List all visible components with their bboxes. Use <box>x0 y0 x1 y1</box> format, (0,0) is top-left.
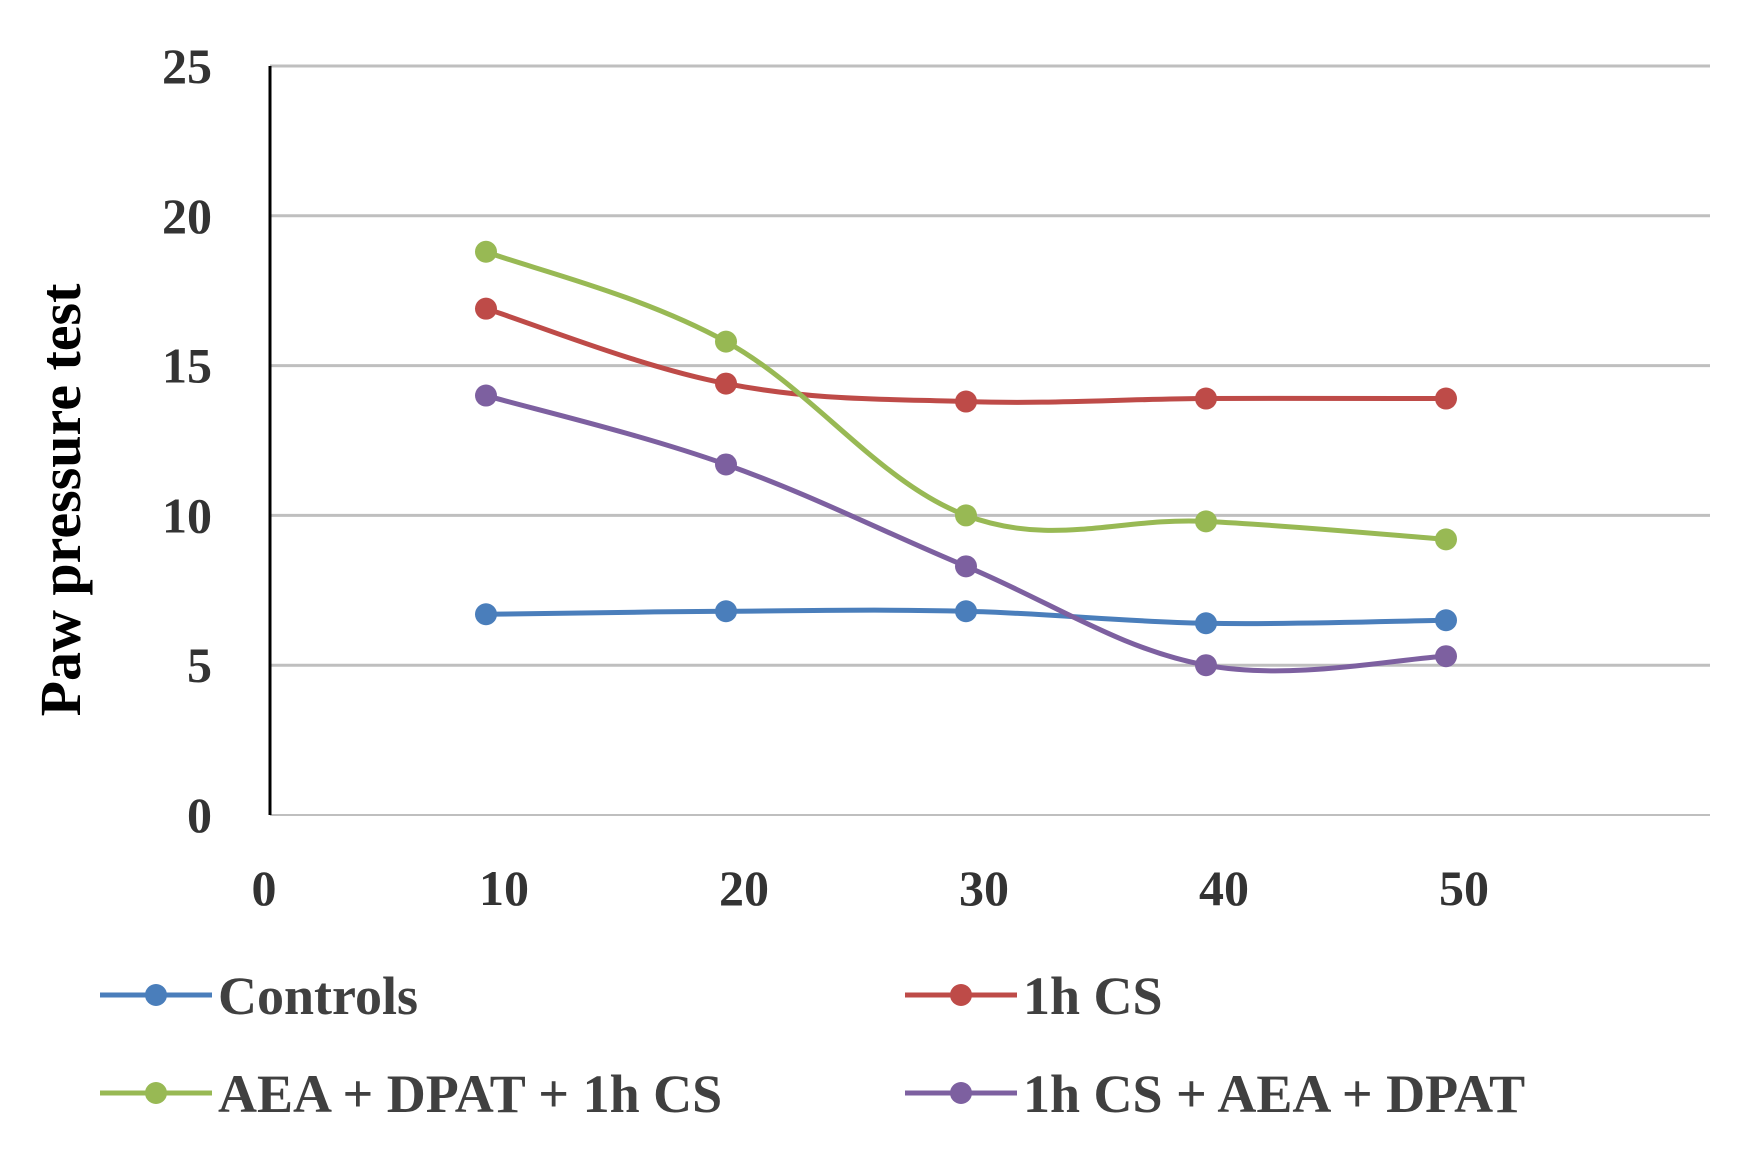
data-point <box>715 330 737 353</box>
legend-label: 1h CS <box>1023 966 1163 1026</box>
legend-marker <box>950 1082 972 1104</box>
legend: Controls 1h CS AEA + DPAT + 1h CS 1h CS + A… <box>100 966 1525 1124</box>
legend-label: Controls <box>218 966 418 1026</box>
gridlines <box>270 64 1710 816</box>
data-point <box>955 600 977 623</box>
data-point <box>1435 528 1457 551</box>
legend-marker <box>950 984 972 1006</box>
legend-label: AEA + DPAT + 1h CS <box>218 1064 722 1124</box>
series-group <box>475 240 1457 677</box>
y-tick-label: 0 <box>187 787 212 843</box>
series-0 <box>475 600 1457 635</box>
data-point <box>475 603 497 626</box>
data-point <box>1435 387 1457 410</box>
legend-entry: Controls <box>100 966 418 1026</box>
data-point <box>1195 612 1217 635</box>
legend-entry: AEA + DPAT + 1h CS <box>100 1064 722 1124</box>
series-1 <box>475 297 1457 413</box>
y-tick-labels: 0 5 10 15 20 25 <box>162 38 212 843</box>
series-line <box>485 393 1447 674</box>
y-tick-label: 15 <box>162 338 212 394</box>
x-tick-label: 30 <box>959 860 1009 916</box>
y-tick-label: 25 <box>162 38 212 94</box>
x-tick-label: 50 <box>1439 860 1489 916</box>
series-2 <box>475 240 1457 551</box>
data-point <box>1195 654 1217 677</box>
data-point <box>475 384 497 407</box>
x-tick-labels: 0 10 20 30 40 50 <box>252 860 1490 916</box>
y-axis-label: Paw pressure test <box>28 283 93 716</box>
data-point <box>715 453 737 476</box>
data-point <box>475 297 497 320</box>
y-tick-label: 5 <box>187 637 212 693</box>
legend-entry: 1h CS + AEA + DPAT <box>905 1064 1525 1124</box>
legend-marker <box>145 984 167 1006</box>
x-tick-label: 20 <box>719 860 769 916</box>
x-tick-label: 10 <box>479 860 529 916</box>
legend-marker <box>145 1082 167 1104</box>
legend-label: 1h CS + AEA + DPAT <box>1023 1064 1525 1124</box>
legend-entry: 1h CS <box>905 966 1163 1026</box>
data-point <box>715 600 737 623</box>
y-tick-label: 20 <box>162 188 212 244</box>
series-line <box>485 306 1447 405</box>
x-tick-label: 0 <box>252 860 277 916</box>
data-point <box>1435 609 1457 632</box>
data-point <box>1435 645 1457 668</box>
series-3 <box>475 384 1457 677</box>
data-point <box>1195 387 1217 410</box>
data-point <box>715 372 737 395</box>
x-tick-label: 40 <box>1199 860 1249 916</box>
data-point <box>955 390 977 413</box>
data-point <box>1195 510 1217 533</box>
y-tick-label: 10 <box>162 487 212 543</box>
data-point <box>955 555 977 578</box>
data-point <box>955 504 977 527</box>
data-point <box>475 240 497 263</box>
